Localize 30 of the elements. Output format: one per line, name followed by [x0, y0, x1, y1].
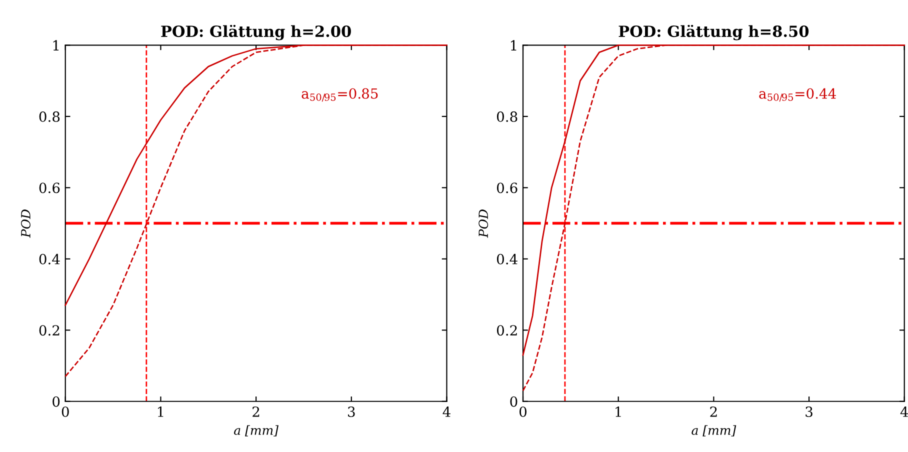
annotation: a$_{50/95}$=0.44 — [759, 88, 836, 102]
x-tick-label: 2 — [252, 406, 260, 417]
y-tick-label: 0.4 — [39, 254, 60, 264]
y-tick-label: 0 — [510, 396, 518, 407]
x-axis-title: a [mm] — [234, 425, 279, 436]
x-tick-label: 0 — [62, 406, 69, 417]
x-tick-label: 4 — [900, 406, 908, 417]
y-tick-label: 0.8 — [496, 111, 518, 122]
x-tick-label: 3 — [348, 406, 355, 417]
y-tick-label: 1 — [511, 40, 516, 50]
x-tick-label: 3 — [806, 406, 812, 417]
y-axis-title: POD — [20, 210, 30, 238]
y-tick-label: 1 — [53, 40, 59, 50]
y-tick-label: 0.6 — [39, 182, 60, 194]
y-tick-label: 0 — [52, 396, 60, 407]
chart-title: POD: Glättung h=2.00 — [161, 24, 351, 40]
y-tick-label: 0.4 — [496, 254, 518, 264]
y-tick-label: 0.6 — [496, 182, 518, 194]
y-axis-title: POD — [478, 210, 488, 238]
y-tick-label: 0.2 — [496, 325, 517, 336]
chart-title: POD: Glättung h=8.50 — [618, 24, 809, 40]
x-tick-label: 1 — [158, 406, 164, 417]
x-tick-label: 2 — [710, 406, 717, 417]
x-tick-label: 1 — [616, 406, 621, 417]
x-axis-title: a [mm] — [692, 425, 736, 436]
y-tick-label: 0.8 — [39, 111, 60, 122]
annotation: a$_{50/95}$=0.85 — [302, 88, 378, 102]
y-tick-label: 0.2 — [39, 325, 60, 336]
x-tick-label: 4 — [442, 406, 450, 417]
x-tick-label: 0 — [520, 406, 527, 417]
